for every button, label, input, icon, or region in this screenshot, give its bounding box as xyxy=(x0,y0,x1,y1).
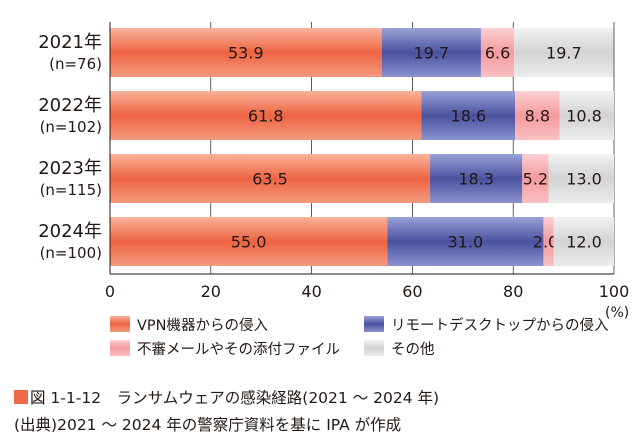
category-label: 2022年 xyxy=(38,95,102,116)
legend-label: リモートデスクトップからの侵入 xyxy=(391,316,609,334)
bar-segment xyxy=(543,217,554,266)
category-n-label: (n=76) xyxy=(49,55,102,73)
category-label: 2024年 xyxy=(38,221,102,242)
figure-source: (出典)2021 ～ 2024 年の警察庁資料を基に IPA が作成 xyxy=(14,416,402,434)
data-label: 18.6 xyxy=(451,107,487,126)
bar-segment xyxy=(387,217,544,266)
data-label: 63.5 xyxy=(252,170,288,189)
category-label: 2021年 xyxy=(38,32,102,53)
data-label: 31.0 xyxy=(448,233,484,252)
bar-segment xyxy=(110,91,422,140)
figure-title: 図 1-1-12 ランサムウェアの感染経路(2021 ～ 2024 年) xyxy=(14,386,439,408)
data-label: 5.2 xyxy=(523,170,548,189)
bar-segment xyxy=(110,154,431,203)
bar-segment xyxy=(430,154,523,203)
data-label: 2.0 xyxy=(533,233,558,252)
figure-marker xyxy=(14,390,28,404)
data-label: 53.9 xyxy=(228,44,264,63)
x-tick-label: 40 xyxy=(301,282,321,301)
bar-segment xyxy=(480,28,515,77)
category-n-label: (n=100) xyxy=(40,244,102,262)
x-tick-label: 20 xyxy=(201,282,221,301)
data-label: 18.3 xyxy=(458,170,494,189)
bar-segment xyxy=(559,91,614,140)
data-label: 19.7 xyxy=(546,44,582,63)
legend-label: VPN機器からの侵入 xyxy=(137,317,268,334)
legend-swatch xyxy=(364,316,384,332)
legend-swatch xyxy=(110,340,130,356)
bar-segment xyxy=(110,217,388,266)
data-label: 12.0 xyxy=(566,233,602,252)
data-label: 55.0 xyxy=(231,233,267,252)
category-label: 2023年 xyxy=(38,158,102,179)
category-n-label: (n=115) xyxy=(40,181,102,199)
x-unit-label: (%) xyxy=(605,305,629,321)
bar-segment xyxy=(553,217,614,266)
figure-title-text: ランサムウェアの感染経路(2021 ～ 2024 年) xyxy=(116,389,440,407)
legend-label: 不審メールやその添付ファイル xyxy=(137,341,340,358)
bar-segment xyxy=(110,28,382,77)
data-label: 13.0 xyxy=(566,170,602,189)
data-label: 10.8 xyxy=(566,107,602,126)
data-label: 61.8 xyxy=(248,107,284,126)
data-label: 8.8 xyxy=(525,107,550,126)
bar-segment xyxy=(515,91,560,140)
bar-segment xyxy=(381,28,481,77)
bar-segment xyxy=(522,154,549,203)
figure-label: 図 1-1-12 xyxy=(30,389,102,407)
category-n-label: (n=102) xyxy=(40,118,102,136)
x-tick-label: 0 xyxy=(105,282,115,301)
legend-swatch xyxy=(364,340,384,356)
x-tick-label: 80 xyxy=(503,282,523,301)
data-label: 6.6 xyxy=(485,44,510,63)
stacked-bar-chart: 53.9 19.7 6.6 19.7 61.8 18.6 8.8 10.8 63.5 18.3 5.… xyxy=(38,22,630,358)
bar-segment xyxy=(548,154,614,203)
legend-label: その他 xyxy=(391,341,435,358)
x-tick-label: 100 xyxy=(599,282,630,301)
legend-swatch xyxy=(110,316,130,332)
bar-segment xyxy=(421,91,516,140)
data-label: 19.7 xyxy=(413,44,449,63)
bar-segment xyxy=(514,28,614,77)
x-tick-label: 60 xyxy=(402,282,422,301)
